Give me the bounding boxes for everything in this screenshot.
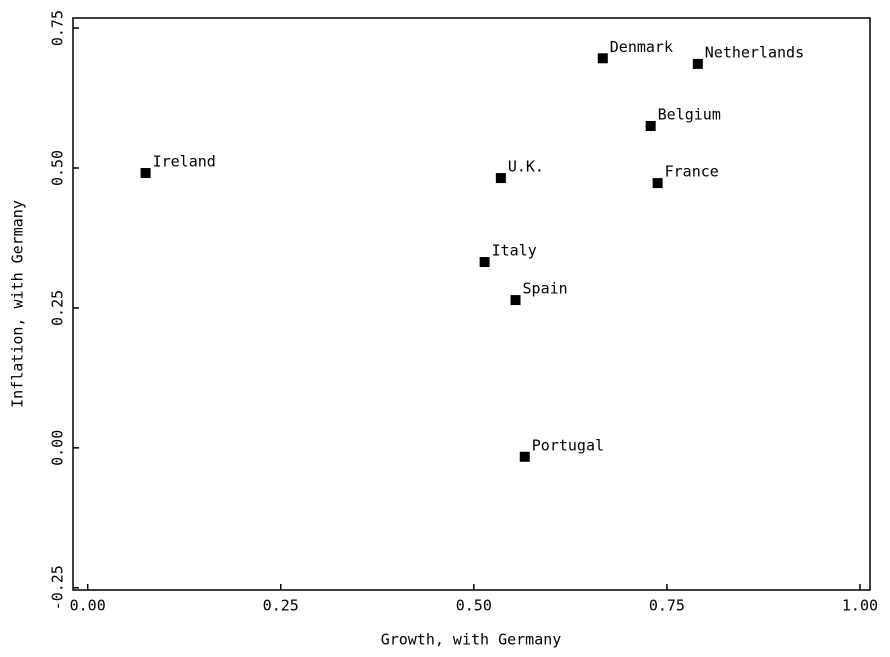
point [652,178,663,189]
y-tick-label: 0.50 [48,150,66,186]
plot-frame [72,17,871,591]
point-label: Italy [492,242,537,260]
point-label: Portugal [532,436,604,454]
point [140,168,151,179]
point [645,121,656,132]
point [479,257,490,268]
point-label: Ireland [153,153,216,171]
point-label: U.K. [508,158,544,176]
x-tick-label: 0.25 [263,597,299,615]
y-tick-label: 0.00 [49,430,67,466]
point [692,58,703,69]
x-tick-label: 0.00 [70,597,106,615]
point [495,173,506,184]
y-tick-label: -0.25 [49,565,67,610]
point [597,53,608,64]
x-tick-label: 0.50 [456,597,492,615]
point-label: Denmark [610,38,673,56]
x-axis-label: Growth, with Germany [381,631,562,649]
point [510,295,521,306]
point-label: France [665,163,719,181]
x-tick-label: 1.00 [842,597,878,615]
y-axis-label: Inflation, with Germany [9,200,27,408]
point-label: Spain [523,280,568,298]
point [519,451,530,462]
y-tick-label: 0.75 [49,10,67,46]
point-label: Netherlands [705,43,804,61]
y-tick-label: 0.25 [49,290,67,326]
point-label: Belgium [658,106,721,124]
x-tick-label: 0.75 [649,597,685,615]
